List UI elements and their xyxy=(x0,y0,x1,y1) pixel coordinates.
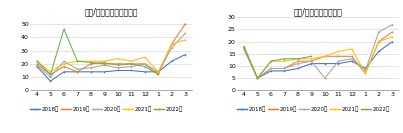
Legend: 2018年, 2019年, 2020年, 2021年, 2022年: 2018年, 2019年, 2020年, 2021年, 2022年 xyxy=(237,106,390,112)
Legend: 2018年, 2019年, 2020年, 2021年, 2022年: 2018年, 2019年, 2020年, 2021年, 2022年 xyxy=(30,106,183,112)
Title: 売却/価格（全件件数）: 売却/価格（全件件数） xyxy=(294,7,343,16)
Title: 売却/価格（不適合件数）: 売却/価格（不適合件数） xyxy=(84,7,138,16)
